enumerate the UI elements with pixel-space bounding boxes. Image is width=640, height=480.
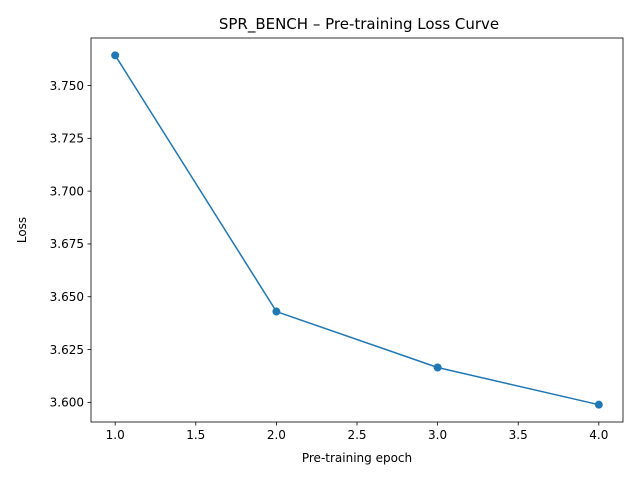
x-tick-label: 3.0 (428, 428, 447, 442)
y-axis: 3.600 3.625 3.650 3.675 3.700 3.725 3.750 (50, 79, 91, 410)
x-tick-label: 2.5 (347, 428, 366, 442)
y-tick-label: 3.750 (50, 79, 84, 93)
y-tick-label: 3.650 (50, 290, 84, 304)
x-tick-label: 1.5 (186, 428, 205, 442)
y-tick-label: 3.725 (50, 132, 84, 146)
chart-title: SPR_BENCH – Pre-training Loss Curve (219, 15, 499, 34)
data-point (594, 400, 603, 409)
y-tick-label: 3.625 (50, 343, 84, 357)
x-tick-label: 1.0 (106, 428, 125, 442)
x-tick-label: 2.0 (267, 428, 286, 442)
x-tick-label: 3.5 (509, 428, 528, 442)
data-point (111, 51, 120, 60)
data-point (272, 307, 281, 316)
y-tick-label: 3.600 (50, 396, 84, 410)
x-tick-label: 4.0 (589, 428, 608, 442)
plot-area (111, 51, 603, 409)
series-line (114, 54, 599, 406)
x-axis-label: Pre-training epoch (302, 451, 412, 465)
y-tick-label: 3.675 (50, 237, 84, 251)
x-axis: 1.0 1.5 2.0 2.5 3.0 3.5 4.0 (106, 422, 608, 442)
y-tick-label: 3.700 (50, 184, 84, 198)
data-point (433, 363, 442, 372)
y-axis-label: Loss (15, 217, 29, 243)
